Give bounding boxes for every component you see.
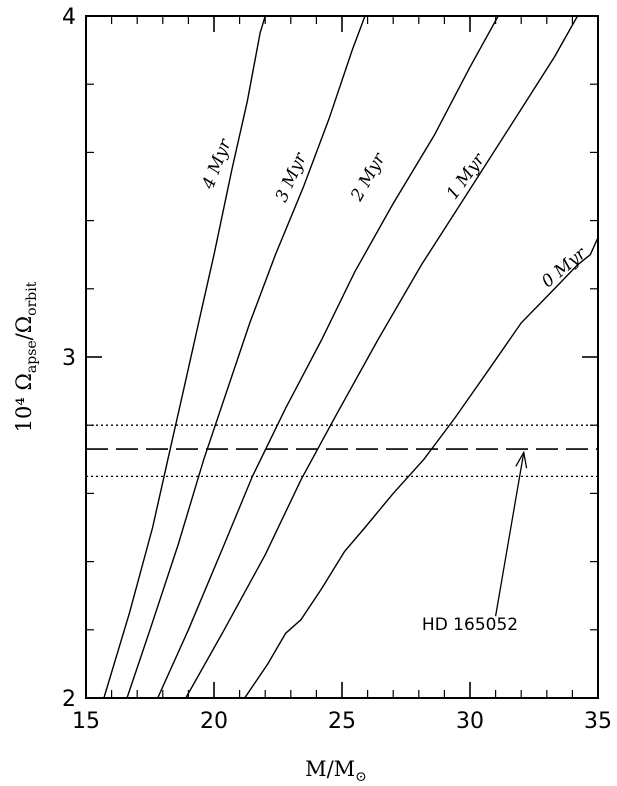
y-tick-label: 2 bbox=[62, 687, 76, 712]
series-line-0-myr bbox=[244, 237, 598, 698]
reference-lines bbox=[86, 424, 598, 478]
x-axis-title: M/M⊙ bbox=[305, 757, 367, 785]
series-line-3-myr bbox=[126, 16, 366, 698]
y-tick-label: 3 bbox=[62, 346, 76, 371]
curve-label-0-myr: 0 Myr bbox=[538, 243, 591, 292]
series-line-2-myr bbox=[157, 16, 499, 698]
curve-label-4-myr: 4 Myr bbox=[198, 136, 236, 193]
x-tick-label: 30 bbox=[456, 709, 484, 734]
x-tick-label: 20 bbox=[200, 709, 228, 734]
y-tick-label: 4 bbox=[62, 5, 76, 30]
series-line-4-myr bbox=[103, 16, 266, 698]
annotation-group: HD 165052 bbox=[422, 450, 528, 635]
series-group bbox=[103, 16, 598, 698]
curve-label-2-myr: 2 Myr bbox=[347, 149, 390, 205]
annotation-arrow-shaft bbox=[494, 452, 525, 617]
axis-ticks: 15 20 25 30 35 2 3 4 bbox=[62, 5, 612, 734]
x-tick-label: 35 bbox=[584, 709, 612, 734]
x-tick-label: 15 bbox=[72, 709, 100, 734]
series-line-1-myr bbox=[185, 16, 579, 698]
y-axis-title: 10⁴ Ωapse/Ωorbit bbox=[12, 281, 40, 432]
annotation-arrow-head bbox=[515, 450, 528, 469]
x-tick-label: 25 bbox=[328, 709, 356, 734]
annotation-label: HD 165052 bbox=[422, 615, 518, 635]
curve-label-3-myr: 3 Myr bbox=[272, 149, 312, 205]
plot-frame bbox=[85, 15, 599, 699]
